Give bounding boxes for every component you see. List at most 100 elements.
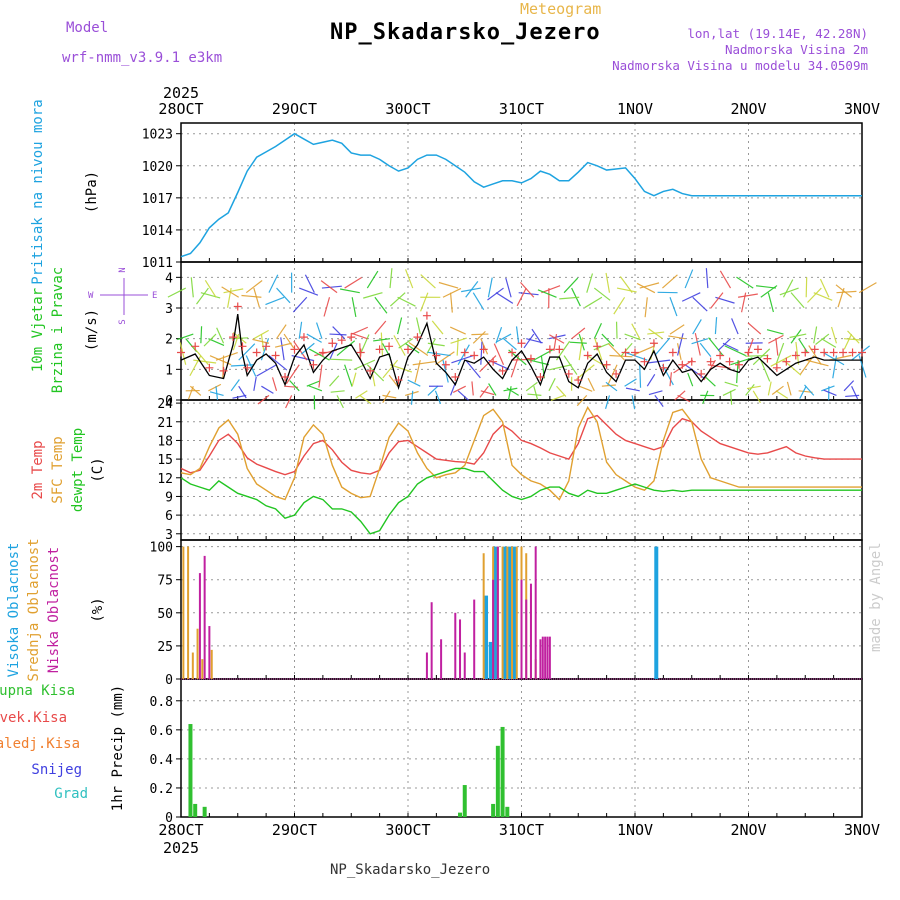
wind-gust-marker bbox=[649, 339, 658, 348]
wind-barb bbox=[189, 355, 202, 377]
cloud-bar-0 bbox=[654, 546, 659, 679]
wind-barb bbox=[344, 364, 353, 387]
wind-barb bbox=[382, 394, 397, 399]
wind-barb bbox=[819, 278, 830, 298]
wind-barb bbox=[226, 287, 232, 308]
precip-legend-4: Grad bbox=[54, 786, 88, 802]
wind-barb bbox=[260, 333, 265, 351]
wind-barb bbox=[298, 321, 303, 339]
wind-barb bbox=[371, 372, 376, 387]
wind-barb bbox=[823, 389, 837, 396]
wind-gust-marker bbox=[668, 348, 677, 357]
wind-barb bbox=[837, 287, 845, 308]
wind-barb bbox=[605, 381, 618, 392]
wind-barb bbox=[253, 376, 257, 391]
wind-barb bbox=[553, 333, 558, 351]
cloud-bar-2 bbox=[492, 579, 495, 679]
wind-barb bbox=[730, 357, 753, 366]
pressure-ytick-label: 1014 bbox=[142, 224, 173, 239]
precip-bar-0 bbox=[495, 745, 500, 817]
temp-ylabel: (C) bbox=[90, 457, 106, 482]
temperature-panel: 3 6 9 12 15 18 21 24 bbox=[157, 397, 863, 543]
wind-barb bbox=[257, 394, 270, 405]
wind-barb bbox=[452, 385, 466, 394]
wind-barb bbox=[616, 287, 637, 293]
time-label-bottom: 3NOV bbox=[844, 821, 880, 839]
wind-gust-marker bbox=[432, 351, 441, 360]
wind-barb bbox=[427, 385, 439, 396]
precip-bar-0 bbox=[188, 724, 193, 817]
wind-ylabel: (m/s) bbox=[84, 309, 100, 351]
cloud-bar-1 bbox=[201, 659, 204, 679]
wind-barb bbox=[691, 338, 709, 345]
wind-barb bbox=[520, 281, 535, 298]
wind-barb bbox=[389, 292, 406, 307]
wind-barb bbox=[845, 394, 860, 398]
wind-barb bbox=[648, 328, 663, 340]
chart-subtitle: Meteogram bbox=[520, 0, 602, 18]
wind-barb bbox=[771, 385, 784, 395]
clouds-ytick-label: 100 bbox=[150, 541, 173, 556]
wind-barb bbox=[304, 274, 315, 293]
wind-barb bbox=[729, 390, 733, 405]
precip-ytick-label: 0.4 bbox=[150, 753, 174, 768]
location-info: lon,lat (19.14E, 42.28N) Nadmorska Visin… bbox=[612, 26, 868, 74]
cloud-bar-2 bbox=[459, 619, 462, 679]
wind-barb bbox=[241, 294, 262, 298]
wind-barb bbox=[770, 355, 792, 367]
year-label-top: 2025 bbox=[163, 84, 199, 102]
cloud-bar-1 bbox=[506, 546, 509, 679]
wind-barb bbox=[593, 287, 611, 301]
pressure-ytick-label: 1017 bbox=[142, 192, 173, 207]
wind-gust-marker bbox=[574, 376, 583, 385]
wind-barb bbox=[285, 395, 293, 409]
wind-barb bbox=[200, 326, 203, 344]
wind-barb bbox=[858, 355, 867, 378]
time-label-top: 1NOV bbox=[617, 100, 653, 118]
wind-barb bbox=[465, 359, 481, 379]
wind-barb bbox=[747, 322, 762, 335]
wind-barb bbox=[457, 344, 470, 366]
wind-panel: 0 1 2 3 4 bbox=[165, 261, 863, 409]
wind-gust-marker bbox=[238, 342, 247, 351]
wind-barb bbox=[431, 320, 444, 335]
wind-barb bbox=[299, 287, 319, 296]
wind-gust-marker bbox=[498, 366, 507, 375]
wind-barb bbox=[563, 277, 579, 294]
wind-barb bbox=[276, 287, 291, 304]
wind-barb bbox=[223, 288, 244, 294]
temp-sfc-title: SFC Temp bbox=[50, 436, 66, 503]
cloud-bar-2 bbox=[541, 636, 544, 679]
temperature-ytick-label: 15 bbox=[157, 453, 173, 468]
cloud-bar-0 bbox=[488, 641, 493, 679]
wind-barb bbox=[619, 276, 633, 294]
cloud-bar-2 bbox=[208, 626, 211, 679]
wind-gust-marker bbox=[422, 311, 431, 320]
wind-gust-marker bbox=[716, 351, 725, 360]
model-label: Model bbox=[66, 20, 109, 36]
wind-barb bbox=[344, 277, 362, 289]
chart-title: NP_Skadarsko_Jezero bbox=[330, 20, 601, 45]
wind-barb bbox=[624, 333, 641, 341]
wind-barb bbox=[807, 287, 822, 303]
wind-gust-marker bbox=[753, 345, 762, 354]
wind-barb bbox=[676, 333, 684, 356]
wind-barb bbox=[268, 355, 288, 371]
wind-gust-marker bbox=[385, 342, 394, 351]
wind-barb bbox=[533, 348, 555, 361]
wind-barb bbox=[442, 287, 462, 298]
wind-barb bbox=[204, 280, 217, 298]
precip-bar-0 bbox=[458, 812, 463, 817]
time-label-bottom: 29OCT bbox=[272, 821, 317, 839]
wind-barb bbox=[669, 324, 685, 335]
wind-speed-line bbox=[180, 314, 862, 391]
wind-barb bbox=[193, 346, 209, 366]
wind-barb bbox=[593, 342, 610, 351]
wind-legend-west: W bbox=[88, 291, 94, 301]
wind-barb bbox=[798, 338, 809, 354]
cloud-bar-0 bbox=[512, 546, 517, 679]
cloud-bar-1 bbox=[511, 546, 514, 679]
cloud-ylabel: (%) bbox=[90, 597, 106, 622]
pressure-line bbox=[180, 132, 862, 258]
time-label-top: 2NOV bbox=[730, 100, 766, 118]
